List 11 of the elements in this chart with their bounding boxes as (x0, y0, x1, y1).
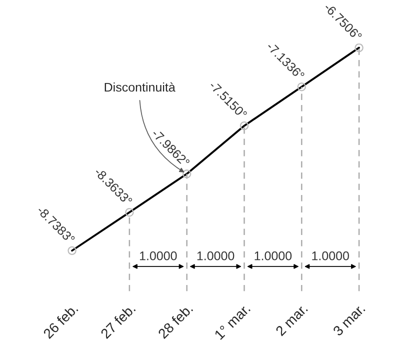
x-tick-label: 1° mar. (214, 303, 251, 340)
x-tick-label: 2 mar. (275, 303, 308, 336)
x-tick-label: 26 feb. (42, 303, 78, 340)
x-tick-label: 3 mar. (332, 303, 366, 336)
text: 1.0000 (197, 251, 234, 260)
text: 1.0000 (254, 251, 292, 260)
x-tick-label: 27 feb. (100, 303, 136, 340)
text: 1.0000 (140, 251, 177, 260)
annotation: Discontinuità (104, 82, 176, 92)
text: 1.0000 (312, 251, 349, 260)
x-tick-label: 28 feb. (157, 303, 194, 340)
